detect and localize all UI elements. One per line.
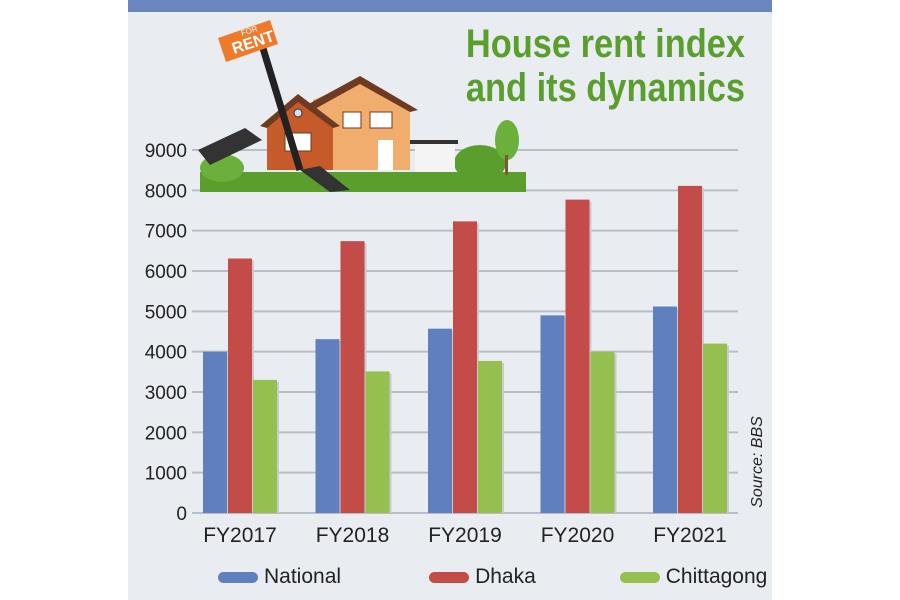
bar-chittagong-fy2019	[478, 360, 502, 513]
x-tick-label: FY2018	[316, 524, 390, 547]
legend-item-chittagong: Chittagong	[580, 565, 768, 589]
bar-chittagong-fy2021	[703, 343, 727, 513]
legend-swatch	[429, 571, 470, 583]
title-line-2: and its dynamics	[465, 66, 745, 110]
title-line-1: House rent index	[465, 22, 745, 66]
chart-title: House rent index and its dynamics	[453, 22, 745, 110]
y-tick-label: 5000	[145, 302, 187, 323]
x-tick-label: FY2020	[541, 524, 615, 547]
bar-chittagong-fy2017	[253, 379, 277, 513]
x-tick-label: FY2021	[653, 524, 727, 547]
x-tick-label: FY2017	[203, 524, 277, 547]
bar-national-fy2019	[428, 328, 452, 513]
bar-national-fy2021	[653, 306, 677, 513]
legend-item-national: National	[218, 565, 341, 589]
y-tick-label: 1000	[145, 464, 187, 485]
bar-dhaka-fy2017	[228, 258, 252, 513]
y-tick-label: 7000	[145, 222, 187, 243]
y-tick-label: 0	[176, 504, 187, 525]
y-tick-label: 2000	[145, 423, 187, 444]
top-stripe	[128, 0, 772, 12]
legend-swatch	[619, 571, 660, 583]
y-tick-label: 3000	[145, 383, 187, 404]
y-tick-label: 6000	[145, 262, 187, 283]
legend-label: Dhaka	[475, 565, 536, 588]
y-tick-label: 9000	[145, 141, 187, 162]
legend-item-dhaka: Dhaka	[391, 565, 536, 589]
legend-swatch	[218, 571, 258, 583]
legend-label: Chittagong	[665, 565, 768, 588]
x-tick-label: FY2019	[428, 524, 502, 547]
bar-dhaka-fy2018	[340, 241, 365, 514]
legend: National Dhaka Chittagong	[218, 565, 817, 589]
bar-dhaka-fy2019	[453, 221, 477, 513]
bar-chittagong-fy2018	[365, 371, 390, 513]
bar-national-fy2017	[203, 351, 227, 513]
bar-dhaka-fy2021	[678, 185, 702, 513]
y-tick-label: 8000	[145, 181, 187, 202]
bar-dhaka-fy2020	[565, 199, 590, 514]
bar-national-fy2020	[540, 315, 565, 513]
bar-national-fy2018	[315, 339, 340, 513]
y-tick-label: 4000	[145, 343, 187, 364]
legend-label: National	[264, 565, 342, 588]
source-note: Source: BBS	[749, 416, 766, 508]
bar-chittagong-fy2020	[590, 351, 615, 513]
